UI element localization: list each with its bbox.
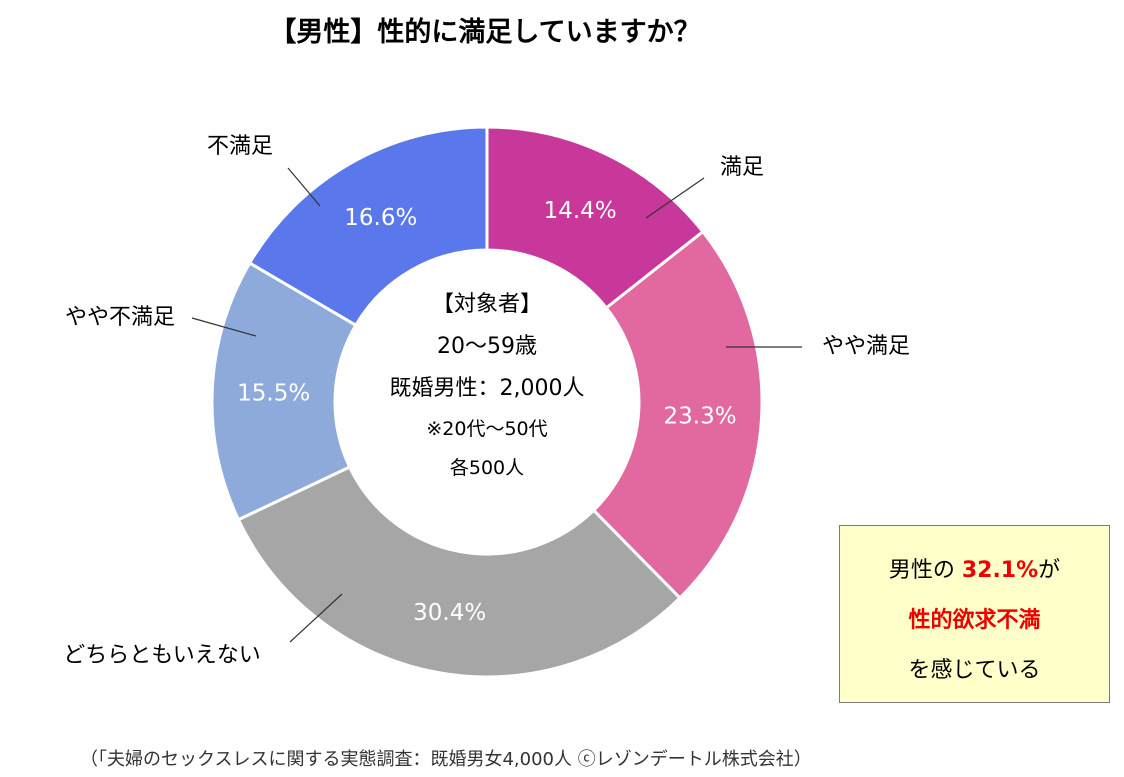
- leader-line-somewhat-dissatisfied: [191, 317, 257, 337]
- slice-somewhat-dissatisfied: [210, 260, 358, 522]
- callout-box: 男性の 32.1%が 性的欲求不満 を感じている: [839, 525, 1110, 703]
- center-label-line-1: 【対象者】: [431, 292, 542, 317]
- leader-line-dissatisfied: [287, 167, 321, 207]
- slice-dissatisfied: [247, 125, 489, 328]
- data-label-satisfied: 14.4%: [544, 198, 617, 224]
- center-label-line-2: 20～59歳: [437, 334, 537, 359]
- data-label-dissatisfied: 16.6%: [344, 205, 417, 231]
- category-label-somewhat-dissatisfied: やや不満足: [65, 305, 175, 330]
- data-label-somewhat-satisfied: 23.3%: [664, 403, 737, 429]
- center-label: 【対象者】 20～59歳 既婚男性：2,000人 ※20代～50代 各500人: [337, 290, 637, 478]
- callout-line-3: を感じている: [908, 658, 1041, 683]
- category-label-neutral: どちらともいえない: [63, 643, 261, 668]
- category-label-satisfied: 満足: [720, 155, 764, 180]
- data-label-neutral: 30.4%: [413, 600, 486, 626]
- category-label-dissatisfied: 不満足: [207, 134, 273, 159]
- chart-title: 【男性】性的に満足していますか？: [269, 17, 701, 48]
- callout-value: 32.1%: [961, 558, 1039, 583]
- category-label-somewhat-satisfied: やや満足: [822, 334, 910, 359]
- leader-line-satisfied: [645, 177, 705, 219]
- callout-line-1: 男性の 32.1%が: [840, 552, 1109, 584]
- slice-neutral: [236, 465, 683, 679]
- center-label-line-3: 既婚男性：2,000人: [389, 376, 585, 401]
- center-label-line-5: 各500人: [449, 457, 525, 479]
- source-note: （「夫婦のセックスレスに関する実態調査：既婚男女4,000人 ⓒレゾンデートル株…: [80, 749, 812, 770]
- slice-somewhat-satisfied: [591, 229, 764, 601]
- callout-line-2: 性的欲求不満: [908, 608, 1041, 633]
- data-label-somewhat-dissatisfied: 15.5%: [237, 381, 310, 407]
- callout-suffix: が: [1038, 558, 1061, 583]
- leader-line-neutral: [289, 593, 343, 643]
- callout-prefix: 男性の: [888, 558, 955, 583]
- center-label-line-4: ※20代～50代: [426, 418, 548, 440]
